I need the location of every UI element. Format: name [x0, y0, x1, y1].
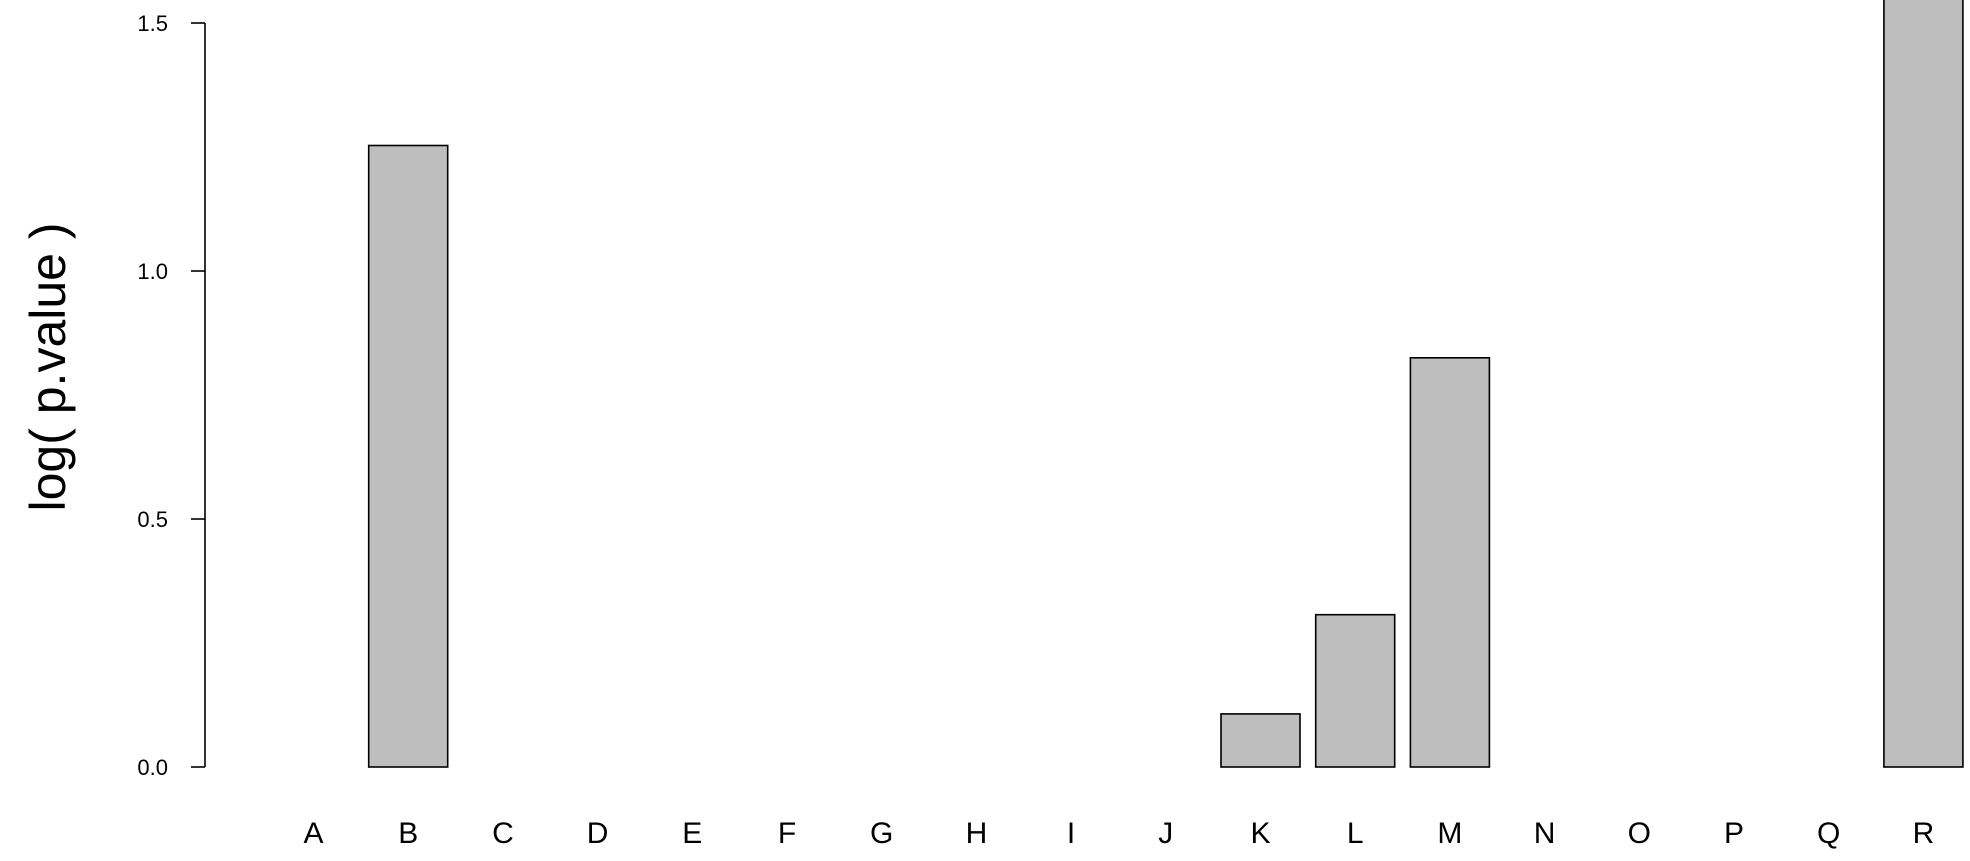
bar-b	[367, 144, 449, 768]
x-tick-label-c: C	[492, 817, 514, 850]
x-tick-label-h: H	[966, 817, 988, 850]
bar-l	[1314, 613, 1396, 768]
x-tick-label-p: P	[1724, 817, 1744, 850]
x-tick-label-l: L	[1347, 817, 1364, 850]
x-tick-label-k: K	[1250, 817, 1270, 850]
bars-group	[367, 0, 1964, 768]
x-tick-label-r: R	[1913, 817, 1935, 850]
x-tick-label-m: M	[1437, 817, 1462, 850]
x-tick-label-g: G	[870, 817, 893, 850]
x-tick-label-i: I	[1067, 817, 1075, 850]
x-tick-label-f: F	[778, 817, 796, 850]
y-tick-label: 1.0	[137, 259, 168, 284]
x-tick-label-b: B	[398, 817, 418, 850]
bar-r	[1883, 0, 1964, 768]
x-tick-label-j: J	[1158, 817, 1173, 850]
bar-m	[1409, 356, 1491, 768]
y-axis-title: log( p.value )	[20, 222, 76, 511]
y-axis: 0.0 0.5 1.0 1.5	[137, 11, 206, 780]
y-tick-label: 0.0	[137, 755, 168, 780]
x-tick-label-q: Q	[1817, 817, 1840, 850]
x-category-labels: A B C D E F G H I J K L M N O P Q R	[303, 817, 1934, 850]
y-tick-label: 1.5	[137, 11, 168, 36]
y-tick-label: 0.5	[137, 507, 168, 532]
x-tick-label-o: O	[1628, 817, 1651, 850]
x-tick-label-a: A	[303, 817, 323, 850]
x-tick-label-e: E	[682, 817, 702, 850]
x-tick-label-d: D	[587, 817, 609, 850]
bar-k	[1220, 713, 1301, 768]
x-tick-label-n: N	[1534, 817, 1556, 850]
